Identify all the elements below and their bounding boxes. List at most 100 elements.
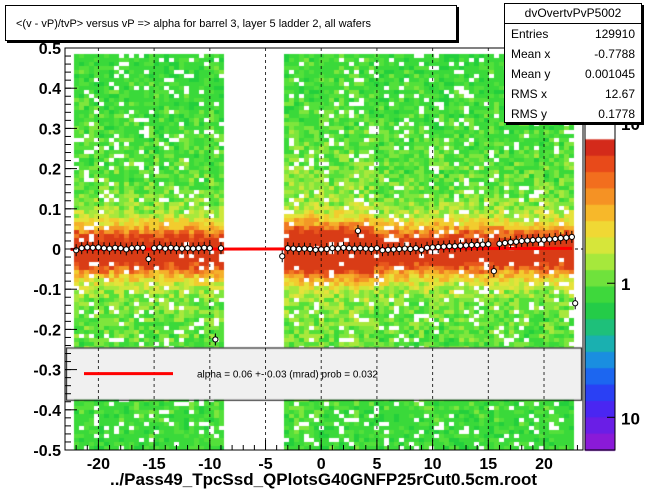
profile-point	[134, 244, 141, 251]
profile-point	[279, 253, 286, 260]
profile-point	[89, 244, 96, 251]
profile-point	[173, 245, 180, 252]
stats-value: 12.67	[604, 87, 635, 101]
stats-value: 0.1778	[598, 107, 635, 121]
stats-key: Mean x	[511, 47, 551, 61]
fit-legend-label: alpha = 0.06 +- 0.03 (mrad) prob = 0.032	[197, 370, 378, 381]
profile-point	[546, 236, 553, 243]
profile-point	[468, 241, 475, 249]
profile-point	[407, 245, 414, 253]
profile-point	[167, 244, 174, 251]
profile-point	[429, 244, 436, 251]
profile-point	[195, 245, 202, 252]
stats-value: 0.001045	[584, 67, 635, 81]
y-tick-label: 0.4	[39, 81, 61, 98]
profile-point	[513, 238, 520, 245]
profile-point	[390, 246, 397, 253]
x-tick-label: 5	[372, 456, 381, 473]
profile-point	[151, 245, 158, 252]
profile-point	[474, 241, 481, 249]
profile-point	[145, 255, 152, 263]
profile-point	[128, 245, 135, 252]
profile-point	[84, 244, 91, 251]
y-tick-label: 0.5	[39, 41, 61, 58]
profile-point	[496, 240, 503, 247]
chart-title: <(v - vP)/tvP> versus vP => alpha for ba…	[16, 18, 372, 30]
profile-point	[73, 247, 80, 254]
profile-point	[329, 245, 336, 252]
profile-point	[368, 245, 375, 253]
profile-point	[78, 245, 85, 252]
profile-point	[106, 245, 113, 252]
color-scale-frame	[584, 122, 616, 451]
profile-point	[117, 245, 124, 252]
profile-point	[412, 245, 420, 252]
profile-point	[451, 243, 458, 250]
y-tick-label: -0.4	[33, 403, 61, 420]
stats-row: Mean x -0.7788	[505, 44, 641, 64]
y-tick-label: -0.5	[33, 443, 61, 460]
y-tick-label: 0.1	[39, 202, 61, 219]
profile-point	[457, 242, 464, 249]
x-tick-label: -20	[87, 456, 110, 473]
profile-point	[340, 244, 347, 251]
profile-point	[362, 245, 369, 252]
stats-row: RMS x 12.67	[505, 84, 641, 104]
profile-point	[217, 245, 225, 252]
profile-point	[501, 239, 509, 247]
profile-point	[139, 244, 147, 251]
profile-point	[345, 245, 353, 252]
stats-key: RMS x	[511, 87, 547, 101]
profile-point	[162, 245, 169, 252]
profile-point	[462, 242, 470, 249]
profile-point	[446, 243, 453, 250]
profile-point	[373, 245, 381, 252]
profile-point	[524, 237, 531, 244]
stats-row: RMS y 0.1778	[505, 104, 641, 124]
y-tick-label: -0.3	[33, 363, 61, 380]
profile-point	[323, 245, 330, 253]
profile-point	[334, 245, 342, 252]
profile-point	[529, 237, 536, 244]
profile-point	[206, 245, 213, 252]
stats-row: Mean y 0.001045	[505, 64, 641, 84]
stats-box: dvOvertvPvP5002 Entries 129910 Mean x -0.7…	[504, 3, 642, 123]
color-scale-label: 1	[621, 275, 630, 294]
profile-point	[290, 245, 297, 252]
y-tick-label: -0.2	[33, 322, 61, 339]
profile-point	[112, 244, 119, 251]
y-tick-label: 0.3	[39, 121, 61, 138]
profile-point	[178, 245, 186, 252]
profile-point	[440, 243, 447, 250]
profile-point	[306, 245, 314, 253]
profile-point	[295, 245, 303, 253]
footer-filename: ../Pass49_TpcSsd_QPlotsG40GNFP25rCut0.5c…	[109, 470, 538, 489]
profile-point	[212, 336, 219, 343]
profile-point	[563, 234, 570, 241]
profile-point	[540, 236, 548, 243]
profile-point	[123, 246, 130, 253]
profile-point	[354, 227, 362, 235]
profile-point	[518, 237, 525, 245]
profile-point	[572, 300, 579, 307]
color-scale-label: 10	[621, 409, 640, 428]
profile-point	[301, 245, 308, 252]
profile-point	[156, 244, 163, 251]
profile-point	[318, 246, 325, 253]
profile-point	[95, 244, 102, 251]
profile-point	[507, 239, 514, 246]
profile-point	[479, 241, 486, 248]
profile-point	[384, 246, 392, 253]
profile-point	[184, 245, 191, 252]
profile-point	[100, 245, 108, 252]
profile-point	[351, 245, 358, 252]
stats-title: dvOvertvPvP5002	[505, 4, 641, 24]
stats-key: Entries	[511, 27, 549, 41]
x-tick-label: -15	[143, 456, 166, 473]
profile-point	[357, 245, 364, 252]
profile-point	[379, 247, 386, 254]
stats-row: Entries 129910	[505, 24, 641, 44]
profile-point	[201, 244, 208, 251]
x-tick-label: -5	[258, 456, 272, 473]
